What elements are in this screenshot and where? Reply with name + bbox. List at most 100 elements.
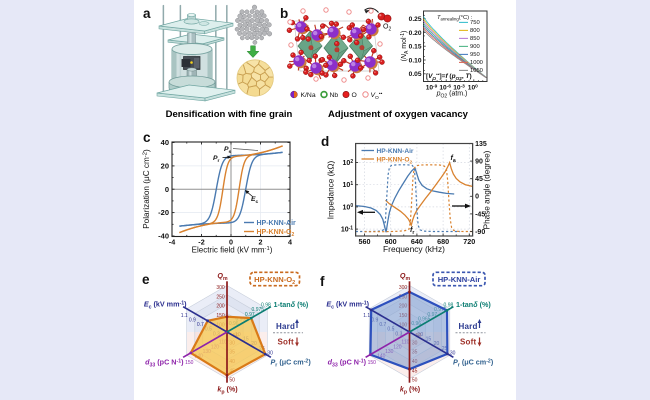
svg-text:0.15: 0.15 — [409, 44, 422, 51]
svg-text:1000: 1000 — [470, 60, 483, 66]
svg-text:HP-KNN-O2: HP-KNN-O2 — [254, 275, 295, 286]
svg-text:10-6: 10-6 — [439, 84, 451, 92]
svg-text:1-tanδ (%): 1-tanδ (%) — [456, 300, 491, 309]
svg-text:Tannealing(°C) :: Tannealing(°C) : — [437, 15, 473, 22]
svg-text:100: 100 — [468, 84, 478, 92]
svg-text:640: 640 — [411, 237, 423, 246]
svg-text:150: 150 — [368, 360, 377, 366]
svg-text:-90: -90 — [475, 229, 485, 236]
svg-text:Hard: Hard — [459, 322, 478, 331]
svg-text:-2: -2 — [198, 237, 204, 246]
svg-text:30: 30 — [267, 350, 273, 356]
svg-text:O: O — [352, 92, 357, 99]
svg-text:Ec: Ec — [251, 196, 259, 205]
svg-text:101: 101 — [343, 181, 354, 189]
svg-text:1.1: 1.1 — [363, 313, 370, 319]
svg-text:Soft: Soft — [460, 338, 476, 347]
svg-text:720: 720 — [463, 237, 475, 246]
svg-text:f: f — [320, 274, 325, 289]
svg-text:-45: -45 — [475, 211, 485, 218]
svg-text:850: 850 — [470, 36, 480, 42]
svg-text:fr: fr — [410, 225, 414, 236]
svg-text:40: 40 — [161, 138, 169, 147]
svg-text:1050: 1050 — [470, 68, 483, 74]
svg-text:-40: -40 — [158, 232, 169, 241]
svg-text:300: 300 — [216, 285, 225, 291]
svg-text:Electric field (kV mm-1): Electric field (kV mm-1) — [192, 245, 273, 254]
svg-text:1-tanδ (%): 1-tanδ (%) — [274, 300, 309, 309]
svg-text:10-3: 10-3 — [453, 84, 465, 92]
svg-text:d: d — [321, 134, 329, 149]
svg-text:Qm: Qm — [217, 271, 228, 282]
svg-text:HP-KNN-Air: HP-KNN-Air — [438, 275, 481, 284]
svg-text:-20: -20 — [158, 208, 169, 217]
svg-text:10-1: 10-1 — [341, 225, 353, 233]
svg-text:102: 102 — [343, 159, 354, 167]
svg-text:90: 90 — [475, 159, 483, 166]
svg-text:HP-KNN-Air: HP-KNN-Air — [377, 148, 414, 155]
svg-text:Ec (kV mm-1): Ec (kV mm-1) — [326, 300, 369, 311]
svg-text:Soft: Soft — [278, 338, 294, 347]
svg-text:30: 30 — [450, 350, 456, 356]
svg-text:0.9: 0.9 — [189, 317, 196, 323]
svg-text:0: 0 — [229, 237, 233, 246]
svg-text:10-9: 10-9 — [426, 84, 438, 92]
svg-text:Impedance (kΩ): Impedance (kΩ) — [327, 161, 336, 220]
svg-text:50: 50 — [229, 378, 235, 384]
svg-text:d33 (pC N-1): d33 (pC N-1) — [145, 358, 184, 369]
svg-text:750: 750 — [470, 20, 480, 26]
svg-text:Ec (kV mm-1): Ec (kV mm-1) — [144, 300, 187, 311]
svg-text:Adjustment of oxygen vacancy: Adjustment of oxygen vacancy — [328, 109, 469, 120]
svg-text:Phase angle (degree): Phase angle (degree) — [483, 150, 492, 229]
svg-text:950: 950 — [470, 52, 480, 58]
svg-text:45: 45 — [475, 176, 483, 183]
svg-text:O2: O2 — [383, 24, 391, 33]
svg-text:100: 100 — [343, 203, 354, 211]
svg-text:Polarization (μC cm-2): Polarization (μC cm-2) — [142, 149, 151, 229]
svg-text:0.10: 0.10 — [409, 57, 422, 64]
svg-text:0.05: 0.05 — [409, 71, 422, 78]
svg-text:(NA mol-1): (NA mol-1) — [400, 31, 410, 62]
svg-text:20: 20 — [161, 162, 169, 171]
svg-text:fa: fa — [451, 153, 456, 164]
svg-text:0.7: 0.7 — [197, 322, 204, 328]
svg-text:45: 45 — [412, 368, 418, 374]
svg-text:0.97: 0.97 — [245, 312, 255, 318]
svg-text:c: c — [143, 130, 151, 145]
svg-text:680: 680 — [437, 237, 449, 246]
svg-text:0: 0 — [475, 194, 479, 201]
svg-text:2: 2 — [259, 237, 263, 246]
svg-text:Pr (μC cm-2): Pr (μC cm-2) — [271, 358, 312, 369]
svg-text:4: 4 — [288, 237, 292, 246]
svg-text:0.98: 0.98 — [444, 303, 454, 309]
svg-text:HP-KNN-O2: HP-KNN-O2 — [257, 229, 295, 238]
svg-text:Qm: Qm — [400, 271, 411, 282]
svg-text:900: 900 — [470, 44, 480, 50]
svg-text:200: 200 — [216, 304, 225, 310]
svg-text:HP-KNN-O2: HP-KNN-O2 — [377, 157, 413, 166]
svg-text:HP-KNN-Air: HP-KNN-Air — [257, 220, 297, 227]
svg-text:Hard: Hard — [276, 322, 295, 331]
svg-text:pO2 (atm.): pO2 (atm.) — [436, 91, 468, 100]
svg-text:VO••: VO•• — [371, 92, 383, 101]
svg-text:e: e — [142, 272, 150, 287]
svg-text:0.20: 0.20 — [409, 30, 422, 37]
svg-text:Nb: Nb — [330, 92, 339, 99]
svg-text:Densification with fine grain: Densification with fine grain — [166, 109, 293, 120]
svg-text:135: 135 — [475, 141, 487, 148]
svg-text:150: 150 — [185, 360, 194, 366]
svg-text:50: 50 — [412, 378, 418, 384]
svg-text:0.25: 0.25 — [409, 16, 422, 23]
svg-text:0: 0 — [165, 185, 169, 194]
svg-text:1.1: 1.1 — [181, 313, 188, 319]
svg-text:0.98: 0.98 — [261, 303, 271, 309]
svg-text:[VO••]=f (pO2, T): [VO••]=f (pO2, T) — [426, 72, 472, 81]
svg-text:0.975: 0.975 — [252, 307, 265, 313]
svg-text:800: 800 — [470, 28, 480, 34]
svg-text:kp (%): kp (%) — [400, 385, 421, 396]
svg-text:b: b — [280, 6, 288, 21]
svg-text:Pr (μC cm-2): Pr (μC cm-2) — [453, 358, 494, 369]
svg-text:a: a — [143, 6, 151, 21]
svg-text:250: 250 — [216, 294, 225, 300]
svg-text:150: 150 — [216, 313, 225, 319]
